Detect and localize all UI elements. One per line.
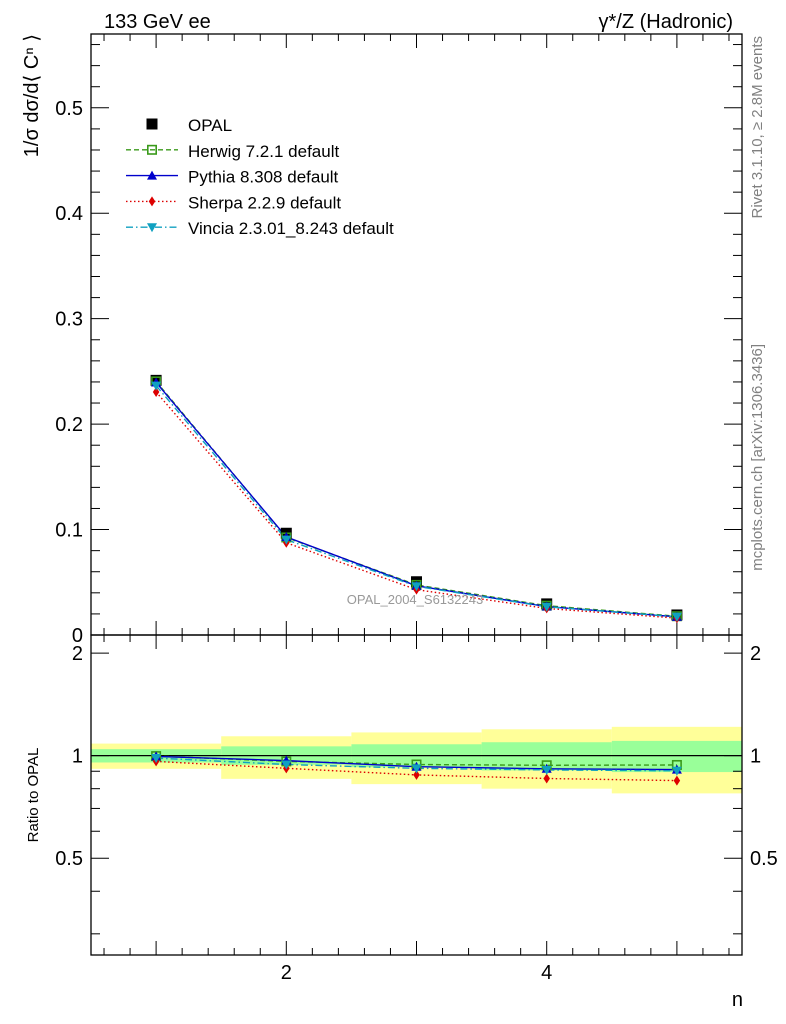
main-y-axis-label: 1/σ dσ/d⟨ Cⁿ ⟩ (21, 34, 43, 157)
ratio-y-tick-label: 1 (72, 746, 83, 768)
x-tick-label: 4 (541, 962, 552, 984)
x-tick-label: 2 (281, 962, 292, 984)
main-series-point (411, 582, 422, 592)
ratio-series-point (281, 760, 292, 770)
ratio-series-point (151, 754, 162, 764)
legend-label: Pythia 8.308 default (188, 168, 339, 187)
legend-marker (147, 144, 158, 155)
main-y-tick-label: 0.4 (55, 203, 83, 225)
mcplots-label: mcplots.cern.ch [arXiv:1306.3436] (749, 344, 766, 571)
main-y-tick-label: 0.2 (55, 414, 83, 436)
axis-ticks (91, 34, 742, 955)
ratio-series-point (671, 766, 682, 776)
main-series-line (155, 391, 677, 619)
legend-label: Herwig 7.2.1 default (188, 142, 339, 161)
ratio-series-point (673, 775, 681, 786)
ratio-y-tick-label-right: 0.5 (750, 848, 778, 870)
ratio-series-point (541, 765, 552, 775)
ratio-y-tick-label-right: 1 (750, 746, 761, 768)
plot-frames (90, 33, 743, 956)
ratio-panel-frame (90, 634, 743, 956)
legend-marker (147, 223, 157, 233)
ratio-y-tick-label-right: 2 (750, 643, 761, 665)
legend-marker (148, 196, 156, 207)
analysis-watermark: OPAL_2004_S6132243 (347, 592, 483, 607)
ratio-series-point (413, 769, 420, 780)
ratio-y-tick-label: 0.5 (55, 848, 83, 870)
main-series-point (671, 612, 682, 622)
legend-label: Sherpa 2.2.9 default (188, 193, 341, 212)
main-y-tick-label: 0.3 (55, 309, 83, 331)
tick-labels: 0 0.1 0.2 0.3 0.4 0.5 0.5 0.5 1 1 2 2 2 4 (55, 98, 778, 984)
ratio-series-point (543, 773, 550, 784)
ratio-series-point (411, 764, 422, 774)
header-right-title: γ*/Z (Hadronic) (599, 11, 733, 33)
main-y-tick-label: 0.5 (55, 98, 83, 120)
ratio-y-axis-label: Ratio to OPAL (25, 748, 42, 843)
legend-opal-label: OPAL (188, 116, 232, 135)
ratio-y-tick-label: 2 (72, 643, 83, 665)
main-series-point (541, 602, 552, 612)
header-left-title: 133 GeV ee (104, 11, 211, 33)
main-series-point (281, 535, 292, 545)
legend-label: Vincia 2.3.01_8.243 default (188, 219, 394, 238)
data-markers (150, 374, 683, 786)
legend-opal-marker (146, 118, 158, 130)
legend-marker (147, 170, 157, 180)
main-y-tick-label: 0 (72, 625, 83, 647)
x-axis-label: n (732, 989, 743, 1011)
main-y-tick-label: 0.1 (55, 520, 83, 542)
main-series-point (152, 386, 160, 397)
main-series-point (151, 381, 162, 391)
legend: OPAL Herwig 7.2.1 default Pythia 8.308 def… (126, 116, 394, 238)
rivet-label: Rivet 3.1.10, ≥ 2.8M events (749, 36, 766, 219)
